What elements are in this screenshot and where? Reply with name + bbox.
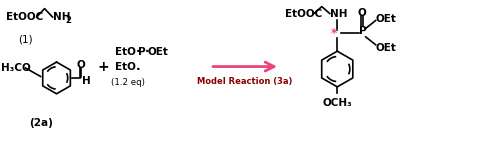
Text: O: O [358,8,366,18]
Text: ·: · [136,62,140,76]
Text: P: P [138,47,146,57]
Text: EtO: EtO [116,61,136,72]
Text: P: P [358,26,366,36]
Text: 2: 2 [66,17,71,25]
Text: (1.2 eq): (1.2 eq) [111,78,145,87]
Text: Model Reaction (3a): Model Reaction (3a) [198,77,292,86]
Text: (1): (1) [18,34,33,44]
Text: (2a): (2a) [28,119,52,128]
Text: H₃CO: H₃CO [0,63,30,73]
Text: H: H [82,76,91,86]
Text: O: O [76,60,85,70]
Text: *: * [330,27,336,40]
Text: OEt: OEt [148,47,168,57]
Text: NH: NH [52,12,70,22]
Text: EtO: EtO [116,47,136,57]
Text: ·: · [136,45,140,58]
Text: NH: NH [330,9,347,19]
Text: ·: · [144,45,149,58]
Text: +: + [97,60,108,74]
Text: OCH₃: OCH₃ [322,98,352,108]
Text: OEt: OEt [376,14,396,23]
Text: OEt: OEt [376,43,396,53]
Text: EtOOC: EtOOC [6,12,43,22]
Text: EtOOC: EtOOC [285,9,322,19]
